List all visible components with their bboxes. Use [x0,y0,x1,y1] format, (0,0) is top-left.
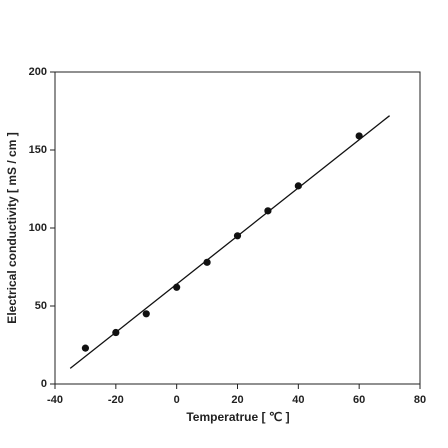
x-tick-label: -40 [47,394,63,406]
data-point [81,344,90,352]
y-tick-label: 200 [29,66,47,78]
x-tick-label: 80 [414,394,426,406]
x-tick-label: -20 [108,394,124,406]
x-tick-label: 20 [231,394,243,406]
data-point [142,310,150,318]
data-point [203,258,211,266]
x-axis-title: Temperatrue [ ℃ ] [186,410,289,424]
x-tick-label: 60 [353,394,365,406]
y-axis-title: Electrical conductivity [ mS / cm ] [5,132,19,323]
y-tick-label: 0 [41,378,47,390]
x-tick-label: 40 [292,394,304,406]
y-tick-label: 100 [29,222,47,234]
y-tick-label: 150 [29,144,47,156]
y-tick-label: 50 [35,300,47,312]
data-point [294,182,302,190]
fit-line [69,115,390,369]
x-tick-label: 0 [174,394,180,406]
